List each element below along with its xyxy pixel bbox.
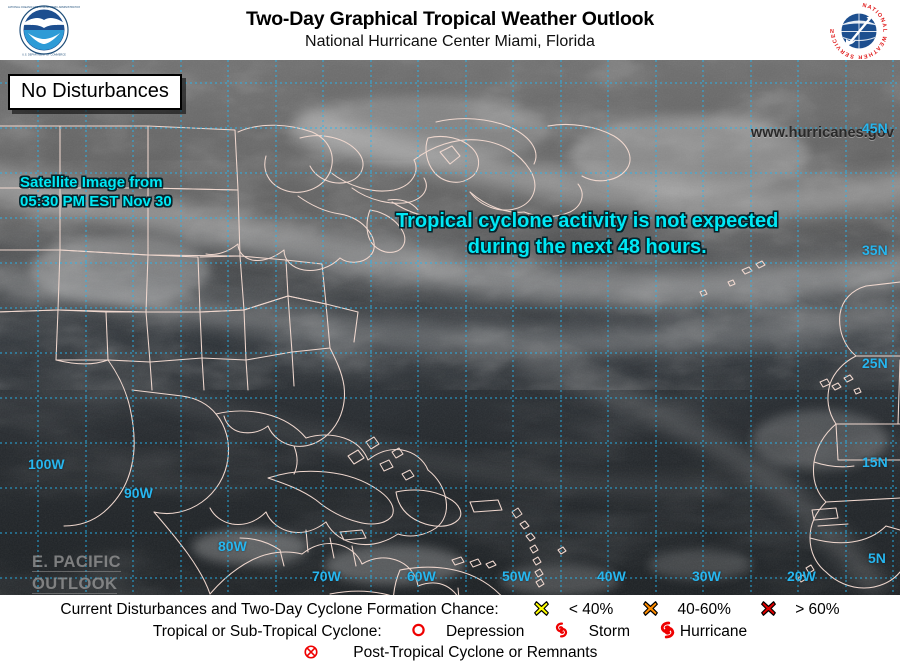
- legend-chance-label-high: > 60%: [795, 601, 840, 619]
- map-legend: Current Disturbances and Two-Day Cyclone…: [0, 595, 900, 665]
- legend-row-formation-chance: Current Disturbances and Two-Day Cyclone…: [0, 595, 900, 620]
- no-disturbances-label: No Disturbances: [21, 80, 169, 102]
- svg-text:N: N: [830, 29, 834, 35]
- legend-chance-label-low: < 40%: [568, 601, 614, 619]
- post-tropical-icon: [304, 645, 318, 659]
- legend-post-tropical-label: Post-Tropical Cyclone or Remnants: [353, 644, 598, 662]
- legend-row-post-tropical: Post-Tropical Cyclone or Remnants: [0, 642, 900, 663]
- east-pacific-outlook-link[interactable]: E. PACIFIC OUTLOOK: [32, 551, 121, 595]
- page-title: Two-Day Graphical Tropical Weather Outlo…: [245, 8, 655, 30]
- noaa-logo: NOAA NATIONAL OCEANIC AND ATMOSPHERIC AD…: [8, 5, 80, 57]
- watermark-url: www.hurricanes.gov: [750, 125, 894, 141]
- depression-circle-icon: [412, 624, 426, 637]
- legend-cyclone-label: Tropical or Sub-Tropical Cyclone:: [152, 622, 382, 640]
- page-header: NOAA NATIONAL OCEANIC AND ATMOSPHERIC AD…: [0, 0, 900, 60]
- legend-chance-label: Current Disturbances and Two-Day Cyclone…: [60, 601, 499, 619]
- x-mark-icon-yellow: [534, 601, 550, 616]
- legend-row-cyclone-types: Tropical or Sub-Tropical Cyclone: Depres…: [0, 620, 900, 641]
- x-mark-icon-orange: [642, 601, 658, 616]
- legend-storm-label: Storm: [588, 622, 630, 640]
- legend-depression-label: Depression: [445, 622, 525, 640]
- no-disturbances-box: No Disturbances: [8, 74, 182, 110]
- storm-spiral-icon: [555, 622, 568, 638]
- svg-text:U.S. DEPARTMENT OF COMMERCE: U.S. DEPARTMENT OF COMMERCE: [22, 53, 66, 57]
- satellite-imagery: [0, 60, 900, 595]
- nws-logo: N NATIONAL WEATHER SERVICE: [830, 3, 886, 59]
- x-mark-icon-red: [760, 601, 776, 616]
- page-subtitle: National Hurricane Center Miami, Florida: [305, 33, 595, 50]
- legend-chance-label-med: 40-60%: [677, 601, 731, 619]
- svg-text:NOAA: NOAA: [30, 17, 57, 27]
- svg-text:NATIONAL OCEANIC AND ATMOSPHER: NATIONAL OCEANIC AND ATMOSPHERIC ADMINIS…: [8, 5, 80, 9]
- satellite-map[interactable]: www.hurricanes.gov Satellite Image from …: [0, 60, 900, 595]
- epac-line1: E. PACIFIC: [32, 553, 121, 572]
- header-title-block: Two-Day Graphical Tropical Weather Outlo…: [0, 0, 900, 53]
- epac-line2: OUTLOOK: [32, 575, 118, 594]
- hurricane-spiral-icon: [660, 622, 674, 639]
- legend-hurricane-label: Hurricane: [679, 622, 748, 640]
